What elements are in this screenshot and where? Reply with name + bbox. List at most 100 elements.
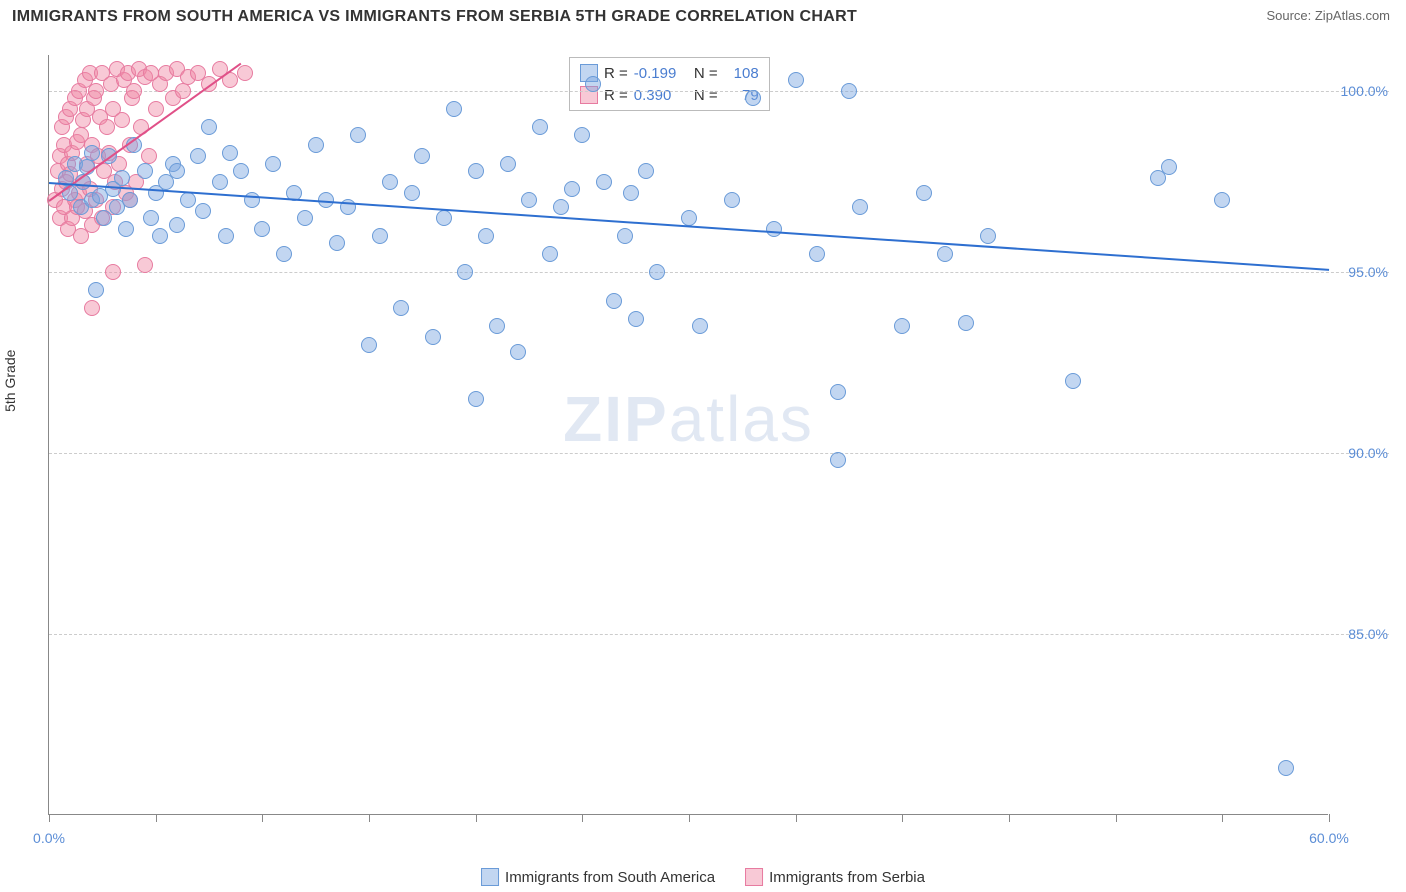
data-point — [553, 199, 569, 215]
data-point — [233, 163, 249, 179]
data-point — [564, 181, 580, 197]
x-tick — [156, 814, 157, 822]
x-tick-label: 60.0% — [1309, 830, 1349, 846]
data-point — [372, 228, 388, 244]
data-point — [681, 210, 697, 226]
data-point — [510, 344, 526, 360]
stats-r-value: -0.199 — [634, 65, 684, 82]
data-point — [84, 145, 100, 161]
grid-line — [49, 634, 1389, 635]
data-point — [143, 210, 159, 226]
data-point — [841, 83, 857, 99]
data-point — [1065, 373, 1081, 389]
data-point — [649, 264, 665, 280]
data-point — [244, 192, 260, 208]
data-point — [1214, 192, 1230, 208]
data-point — [980, 228, 996, 244]
data-point — [766, 221, 782, 237]
data-point — [118, 221, 134, 237]
data-point — [190, 148, 206, 164]
plot-area: ZIPatlas R = -0.199 N = 108R = 0.390 N =… — [48, 55, 1328, 815]
x-tick-label: 0.0% — [33, 830, 65, 846]
stats-r-label: R = — [604, 87, 628, 104]
data-point — [574, 127, 590, 143]
x-tick — [49, 814, 50, 822]
y-tick-label: 90.0% — [1333, 445, 1388, 461]
data-point — [122, 192, 138, 208]
data-point — [96, 210, 112, 226]
data-point — [585, 76, 601, 92]
data-point — [404, 185, 420, 201]
x-tick — [476, 814, 477, 822]
stats-n-label: N = — [690, 65, 718, 82]
legend-swatch — [481, 868, 499, 886]
data-point — [88, 282, 104, 298]
data-point — [692, 318, 708, 334]
stats-row: R = -0.199 N = 108 — [580, 62, 759, 84]
data-point — [638, 163, 654, 179]
data-point — [393, 300, 409, 316]
data-point — [894, 318, 910, 334]
data-point — [237, 65, 253, 81]
data-point — [84, 300, 100, 316]
x-tick — [262, 814, 263, 822]
data-point — [114, 112, 130, 128]
x-tick — [1222, 814, 1223, 822]
data-point — [180, 192, 196, 208]
data-point — [489, 318, 505, 334]
data-point — [788, 72, 804, 88]
data-point — [195, 203, 211, 219]
data-point — [212, 174, 228, 190]
data-point — [114, 170, 130, 186]
stats-row: R = 0.390 N = 79 — [580, 84, 759, 106]
grid-line — [49, 453, 1389, 454]
data-point — [628, 311, 644, 327]
data-point — [350, 127, 366, 143]
data-point — [532, 119, 548, 135]
data-point — [152, 228, 168, 244]
stats-r-label: R = — [604, 65, 628, 82]
data-point — [265, 156, 281, 172]
data-point — [606, 293, 622, 309]
data-point — [542, 246, 558, 262]
legend-item: Immigrants from South America — [481, 868, 715, 886]
legend-item: Immigrants from Serbia — [745, 868, 925, 886]
y-tick-label: 85.0% — [1333, 626, 1388, 642]
data-point — [382, 174, 398, 190]
data-point — [137, 257, 153, 273]
legend-bottom: Immigrants from South America Immigrants … — [481, 868, 925, 886]
legend-label: Immigrants from South America — [505, 869, 715, 886]
data-point — [809, 246, 825, 262]
data-point — [617, 228, 633, 244]
chart-title: IMMIGRANTS FROM SOUTH AMERICA VS IMMIGRA… — [12, 8, 857, 26]
data-point — [329, 235, 345, 251]
data-point — [596, 174, 612, 190]
grid-line — [49, 272, 1389, 273]
trend-line — [49, 182, 1329, 271]
data-point — [436, 210, 452, 226]
data-point — [361, 337, 377, 353]
data-point — [500, 156, 516, 172]
data-point — [446, 101, 462, 117]
x-tick — [689, 814, 690, 822]
data-point — [169, 163, 185, 179]
data-point — [1278, 760, 1294, 776]
data-point — [457, 264, 473, 280]
data-point — [468, 391, 484, 407]
stats-n-label: N = — [690, 87, 718, 104]
data-point — [201, 119, 217, 135]
legend-label: Immigrants from Serbia — [769, 869, 925, 886]
data-point — [218, 228, 234, 244]
data-point — [468, 163, 484, 179]
data-point — [254, 221, 270, 237]
data-point — [169, 217, 185, 233]
x-tick — [1116, 814, 1117, 822]
x-tick — [1329, 814, 1330, 822]
data-point — [99, 119, 115, 135]
data-point — [297, 210, 313, 226]
data-point — [1161, 159, 1177, 175]
legend-swatch — [745, 868, 763, 886]
data-point — [916, 185, 932, 201]
data-point — [623, 185, 639, 201]
data-point — [148, 101, 164, 117]
